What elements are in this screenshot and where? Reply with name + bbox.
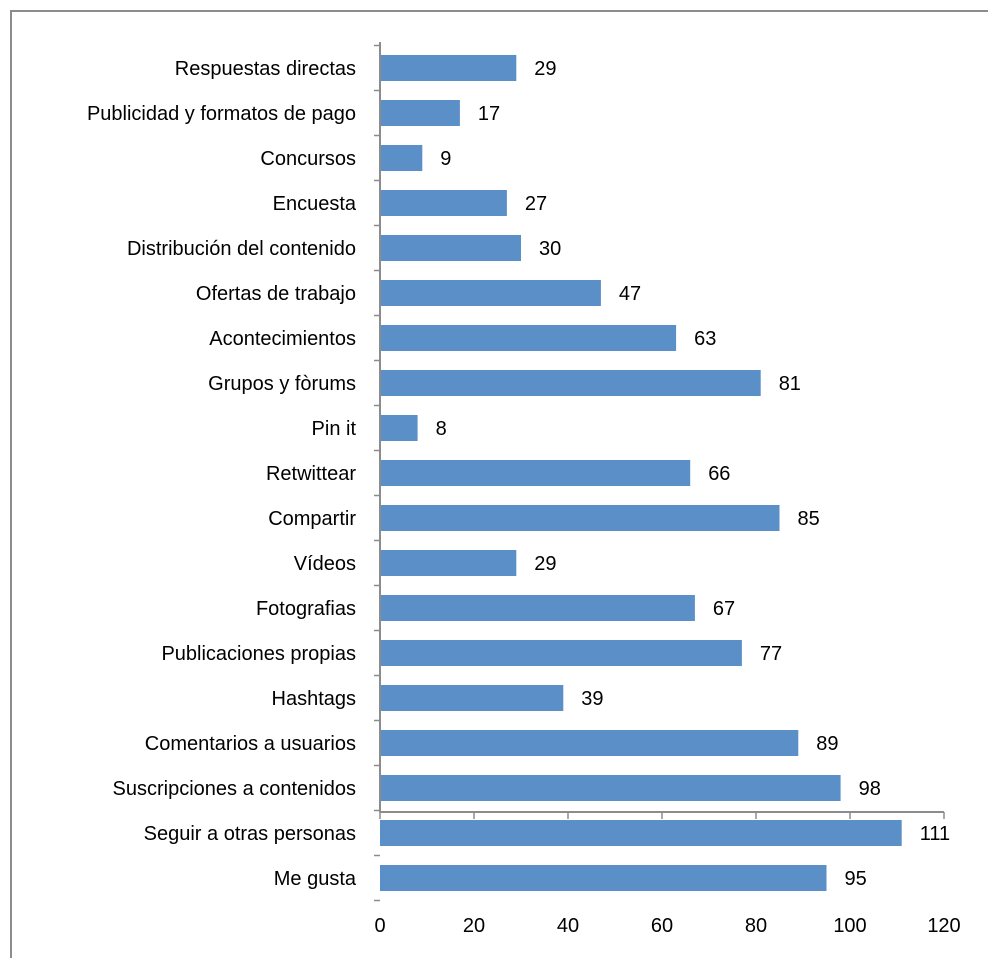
- category-label: Grupos y fòrums: [208, 373, 356, 395]
- data-label: 66: [708, 463, 730, 485]
- bar-fotografias: [380, 595, 695, 621]
- chart-frame: [10, 10, 988, 958]
- data-label: 85: [798, 508, 820, 530]
- bar-encuesta: [380, 190, 507, 216]
- data-label: 81: [779, 373, 801, 395]
- data-label: 27: [525, 193, 547, 215]
- x-tick-label: 40: [557, 915, 579, 937]
- x-tick-label: 0: [374, 915, 385, 937]
- bar-videos: [380, 550, 517, 576]
- bar-pin-it: [380, 415, 418, 441]
- category-label: Pin it: [312, 418, 357, 440]
- category-label: Acontecimientos: [209, 328, 356, 350]
- bar-grupos-y-forums: [380, 370, 761, 396]
- bar-publicidad-y-formatos-de-pago: [380, 100, 460, 126]
- bar-acontecimientos: [380, 325, 677, 351]
- category-label: Seguir a otras personas: [144, 823, 356, 845]
- category-label: Concursos: [260, 148, 356, 170]
- category-label: Encuesta: [273, 193, 357, 215]
- data-label: 77: [760, 643, 782, 665]
- bar-distribucion-del-contenido: [380, 235, 521, 261]
- bar-publicaciones-propias: [380, 640, 742, 666]
- bar-hashtags: [380, 685, 564, 711]
- data-label: 29: [534, 553, 556, 575]
- category-label: Suscripciones a contenidos: [113, 778, 356, 800]
- category-label: Publicaciones propias: [161, 643, 356, 665]
- bar-concursos: [380, 145, 423, 171]
- x-tick-label: 120: [927, 915, 960, 937]
- bar-me-gusta: [380, 865, 827, 891]
- data-label: 29: [534, 58, 556, 80]
- category-label: Ofertas de trabajo: [196, 283, 356, 305]
- data-label: 8: [436, 418, 447, 440]
- category-label: Distribución del contenido: [127, 238, 356, 260]
- bar-comentarios-a-usuarios: [380, 730, 799, 756]
- category-label: Retwittear: [266, 463, 356, 485]
- category-label: Fotografias: [256, 598, 356, 620]
- x-tick-label: 80: [745, 915, 767, 937]
- data-label: 47: [619, 283, 641, 305]
- data-label: 111: [920, 823, 950, 845]
- bar-compartir: [380, 505, 780, 531]
- bar-suscripciones-a-contenidos: [380, 775, 841, 801]
- data-label: 98: [859, 778, 881, 800]
- category-label: Publicidad y formatos de pago: [87, 103, 356, 125]
- data-label: 89: [816, 733, 838, 755]
- bar-seguir-a-otras-personas: [380, 820, 902, 846]
- category-label: Compartir: [268, 508, 356, 530]
- bar-ofertas-de-trabajo: [380, 280, 601, 306]
- data-label: 63: [694, 328, 716, 350]
- data-label: 95: [845, 868, 867, 890]
- category-label: Respuestas directas: [175, 58, 356, 80]
- bar-retwittear: [380, 460, 691, 486]
- category-label: Hashtags: [272, 688, 357, 710]
- x-tick-label: 60: [651, 915, 673, 937]
- data-label: 30: [539, 238, 561, 260]
- x-tick-label: 100: [833, 915, 866, 937]
- data-label: 39: [581, 688, 603, 710]
- category-label: Me gusta: [274, 868, 357, 890]
- category-label: Comentarios a usuarios: [145, 733, 356, 755]
- data-label: 17: [478, 103, 500, 125]
- x-tick-label: 20: [463, 915, 485, 937]
- data-label: 67: [713, 598, 735, 620]
- category-label: Vídeos: [294, 553, 356, 575]
- bar-respuestas-directas: [380, 55, 517, 81]
- data-label: 9: [440, 148, 451, 170]
